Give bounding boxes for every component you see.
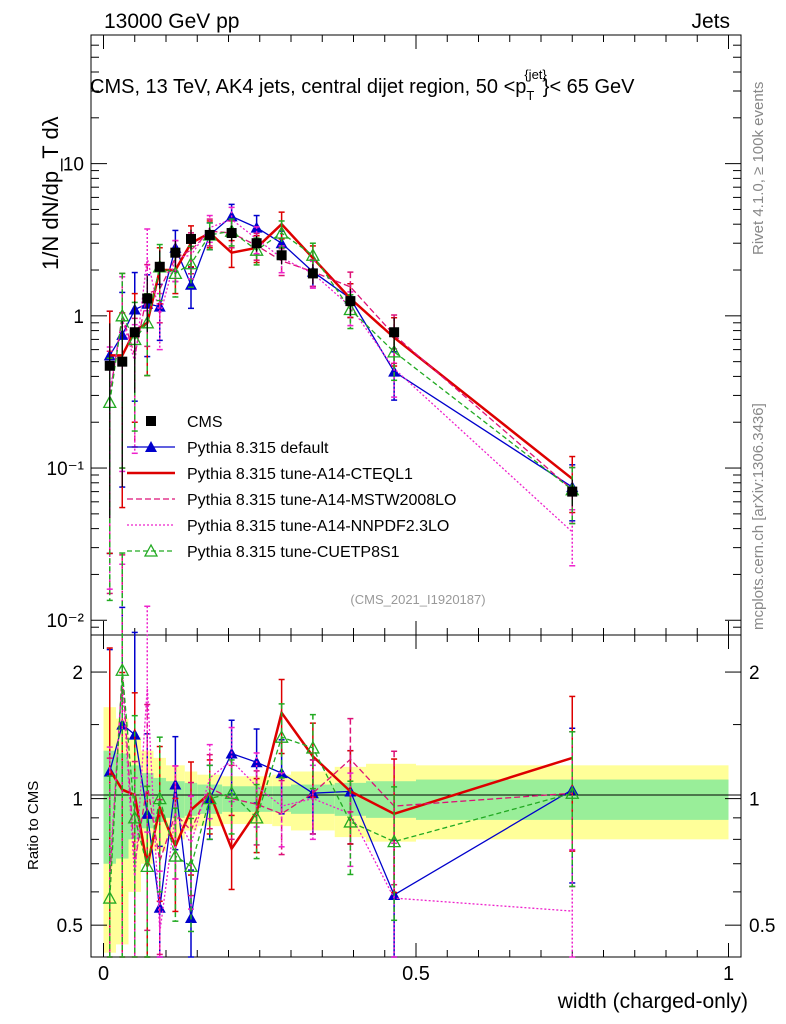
x-tick-label: 0.5 [402,963,430,985]
marker-triangle [145,441,157,452]
series-3 [106,554,576,958]
series-4 [106,563,576,958]
marker-open-triangle [140,859,155,873]
header-left: 13000 GeV pp [104,10,239,33]
svg-text:mcplots.cern.ch [arXiv:1306.34: mcplots.cern.ch [arXiv:1306.3436] [750,403,767,630]
series-5 [102,552,580,958]
marker-open-triangle [183,256,199,270]
source-label: mcplots.cern.ch [arXiv:1306.3436] [750,403,767,630]
marker-open-triangle [387,834,402,848]
data-point [389,327,400,338]
marker-open-triangle [143,543,159,557]
data-point [567,486,578,497]
legend-label: CMS [187,414,223,431]
marker-open-triangle [183,859,199,873]
y-tick-label: 10⁻² [47,611,85,632]
data-point [142,293,153,304]
marker-open-triangle [202,791,217,805]
ratio-tick-label: 2 [72,663,83,684]
svg-text:1/N dN/dp_T dλ: 1/N dN/dp_T dλ [38,116,63,270]
marker-triangle [388,365,401,377]
data-point [226,228,237,239]
series-line [109,681,573,933]
data-point [276,250,287,261]
inner-band [222,786,241,812]
legend-entry: Pythia 8.315 tune-A14-NNPDF2.3LO [127,518,449,535]
ratio-plot-series [102,552,580,958]
series-line [109,218,573,533]
legend-entry: Pythia 8.315 tune-A14-CTEQL1 [127,466,413,483]
marker-open-triangle [249,242,264,256]
marker-open-triangle [305,740,320,754]
legend-label: Pythia 8.315 tune-A14-CTEQL1 [187,466,413,483]
marker-open-triangle [249,810,264,824]
marker-open-triangle [274,729,289,743]
legend-label: Pythia 8.315 tune-CUETP8S1 [187,544,400,561]
ratio-tick-label-right: 0.5 [749,916,775,937]
legend-label: Pythia 8.315 tune-A14-NNPDF2.3LO [187,518,449,535]
marker-open-triangle [168,266,183,280]
y-tick-label: 10 [63,155,84,176]
marker-open-triangle [387,344,402,358]
uncertainty-bands [103,707,729,953]
marker-open-triangle [224,785,239,799]
x-tick-label: 1 [723,963,734,985]
legend-entry: Pythia 8.315 default [127,440,329,457]
ratio-y-label: Ratio to CMS [25,781,42,870]
data-points [104,225,578,518]
data-point [154,261,165,272]
marker-square [146,416,156,426]
data-point [186,233,196,244]
x-axis-label: width (charged-only) [557,990,748,1013]
legend: CMS Pythia 8.315 default Pythia 8.315 tune… [127,414,456,561]
header-right: Jets [691,10,730,33]
ratio-tick-label-right: 2 [749,663,760,684]
y-tick-label: 10⁻¹ [47,459,85,480]
svg-text:Rivet 4.1.0, ≥ 100k events: Rivet 4.1.0, ≥ 100k events [750,82,767,255]
series-line [109,230,573,491]
y-tick-label: 1 [73,307,84,328]
main-y-label: 1/N dN/dp_T dλ [38,116,63,270]
marker-open-triangle [274,225,289,239]
data-point [170,247,181,258]
legend-entry: Pythia 8.315 tune-CUETP8S1 [127,543,400,561]
rivet-label: Rivet 4.1.0, ≥ 100k events [750,82,767,255]
data-point [345,296,356,307]
legend-label: Pythia 8.315 tune-A14-MSTW2008LO [187,492,456,509]
marker-open-triangle [152,791,167,805]
ratio-tick-label: 0.5 [57,916,83,937]
plot-title: CMS, 13 TeV, AK4 jets, central dijet reg… [90,67,635,103]
legend-entry: CMS [146,414,223,431]
marker-open-triangle [168,848,183,862]
data-point [129,327,140,338]
ratio-tick-label: 1 [72,790,83,811]
marker-open-triangle [115,662,130,676]
series-3 [106,218,576,595]
x-tick-label: 0 [98,963,109,985]
marker-open-triangle [102,890,117,904]
data-point [251,238,262,249]
data-point [117,356,128,367]
series-line [109,672,573,881]
svg-text:Ratio to CMS: Ratio to CMS [25,781,42,870]
marker-open-triangle [127,810,142,824]
marker-open-triangle [565,785,580,799]
marker-open-triangle [115,308,130,322]
data-point [204,229,215,240]
ratio-tick-label-right: 1 [749,790,760,811]
marker-open-triangle [305,247,320,261]
main-plot-series [102,203,580,602]
analysis-tag: (CMS_2021_I1920187) [350,592,485,607]
series-line [109,222,574,480]
axes: 0 0.5 1 10⁻² 10⁻¹ 1 10 0.5 0.5 1 1 2 2 [47,34,775,985]
marker-open-triangle [343,814,358,828]
legend-entry: Pythia 8.315 tune-A14-MSTW2008LO [127,492,456,509]
data-point [307,268,318,279]
legend-label: Pythia 8.315 default [187,440,329,457]
data-point [104,360,115,371]
series-line [109,230,573,491]
